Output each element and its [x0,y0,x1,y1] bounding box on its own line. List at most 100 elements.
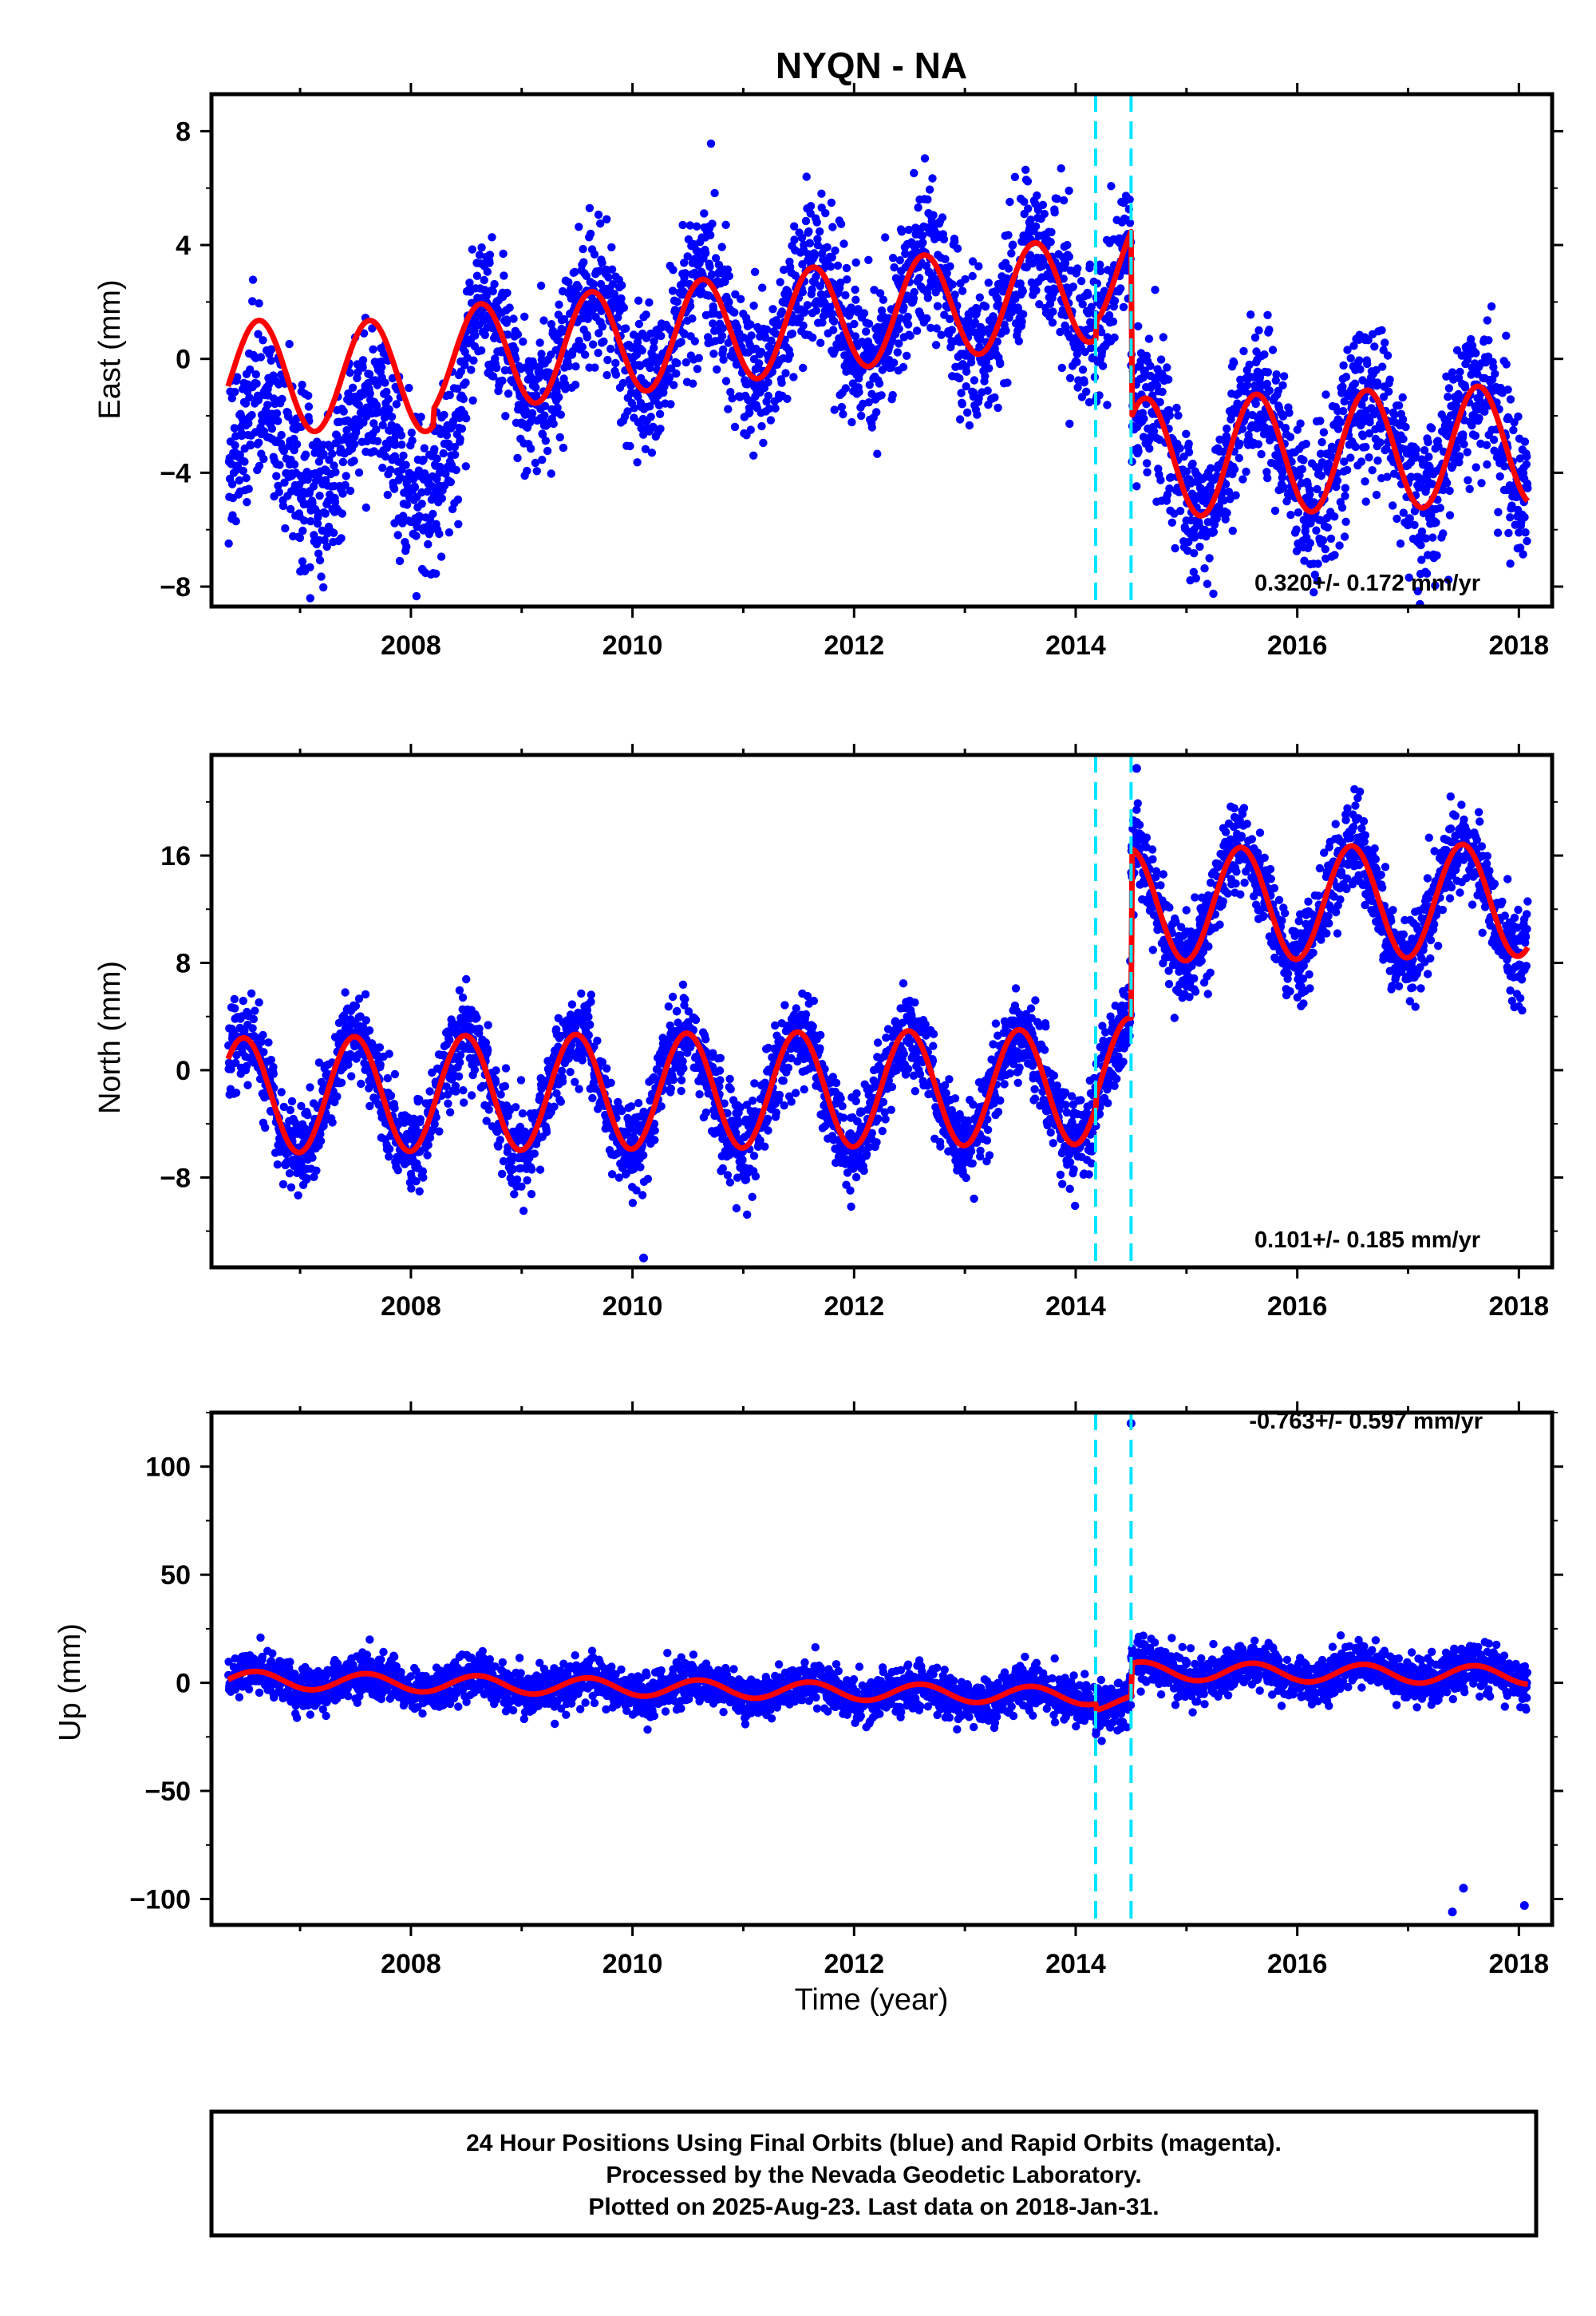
east-observation-point [709,319,717,328]
east-observation-point [488,372,498,381]
north-observation-point [527,1190,536,1199]
east-observation-point [402,500,412,509]
east-observation-point [365,370,374,379]
east-observation-point [950,237,959,246]
east-observation-point [1343,346,1352,354]
east-observation-point [1024,204,1033,213]
east-observation-point [1390,410,1399,419]
east-observation-point [583,333,592,342]
north-observation-point [247,989,256,998]
north-observation-point [375,1043,385,1052]
east-observation-point [430,445,439,453]
east-observation-point [278,394,286,404]
east-observation-point [1082,387,1091,396]
east-observation-point [1318,536,1328,545]
east-observation-point [1073,383,1082,392]
east-observation-point [412,591,421,601]
east-observation-point [483,267,492,276]
east-observation-point [1035,300,1044,309]
east-observation-point [505,303,514,312]
east-observation-point [1084,290,1092,299]
east-observation-point [541,437,550,445]
north-observation-point [286,1105,294,1115]
east-observation-point [1316,449,1325,458]
east-observation-point [810,251,819,260]
east-observation-point [1140,366,1149,375]
east-observation-point [1262,379,1272,389]
east-observation-point [1085,260,1095,269]
east-x-tick-label: 2012 [824,630,884,661]
east-observation-point [1502,360,1511,369]
east-observation-point [777,307,787,316]
north-observation-point [459,1086,468,1095]
east-observation-point [598,322,607,331]
north-observation-point [239,996,247,1006]
east-observation-point [1330,512,1339,521]
north-observation-point [482,1117,491,1125]
east-observation-point [1143,459,1152,468]
east-observation-point [485,259,494,267]
east-observation-point [1514,412,1523,421]
east-observation-point [906,331,915,340]
east-observation-point [1005,197,1014,207]
east-observation-point [1221,515,1230,524]
east-observation-point [1209,589,1218,599]
east-observation-point [467,366,476,374]
east-observation-point [1373,456,1382,465]
east-observation-point [461,462,470,471]
east-observation-point [759,438,768,448]
east-observation-point [799,363,808,373]
north-observation-point [303,1111,312,1120]
east-observation-point [1278,412,1288,421]
east-observation-point [471,331,480,340]
east-observation-point [694,247,703,256]
east-observation-point [1383,472,1392,481]
east-observation-point [571,381,580,389]
east-observation-point [1382,445,1391,453]
north-observation-point [501,1064,511,1073]
east-observation-point [1355,356,1364,365]
east-observation-point [1087,302,1096,311]
east-observation-point [503,288,512,298]
east-observation-point [918,231,927,240]
north-observation-point [242,1061,251,1071]
east-observation-point [1399,508,1408,517]
east-observation-point [1098,362,1108,370]
east-observation-point [485,251,495,259]
east-observation-point [594,349,602,358]
east-observation-point [1292,547,1302,555]
east-observation-point [392,400,401,409]
east-observation-point [1472,349,1480,358]
east-observation-point [292,440,302,449]
east-observation-point [1521,528,1530,537]
east-observation-point [881,233,890,242]
east-observation-point [785,350,794,359]
east-observation-point [847,417,856,427]
east-observation-point [1134,447,1143,456]
east-observation-point [387,413,397,421]
north-observation-point [409,1114,418,1124]
east-observation-point [642,310,650,319]
east-observation-point [1262,468,1271,476]
east-observation-point [1223,508,1231,517]
east-observation-point [801,216,811,226]
east-observation-point [1321,390,1330,399]
east-observation-point [324,496,333,505]
east-observation-point [468,245,476,254]
east-observation-point [598,259,606,267]
east-observation-point [721,220,730,229]
east-observation-point [623,407,632,416]
east-observation-point [1078,300,1087,309]
east-observation-point [813,235,822,243]
east-observation-point [1158,387,1167,397]
east-observation-point [649,422,658,431]
east-observation-point [804,227,813,236]
east-observation-point [555,300,563,309]
east-observation-point [456,434,464,444]
north-observation-point [337,1078,346,1087]
east-observation-point [968,257,978,266]
north-panel: North (mm)0.101+/- 0.185 mm/yr−808162008… [93,744,1563,1322]
east-observation-point [1480,407,1489,416]
east-observation-point [1077,277,1086,286]
east-observation-point [437,494,446,503]
